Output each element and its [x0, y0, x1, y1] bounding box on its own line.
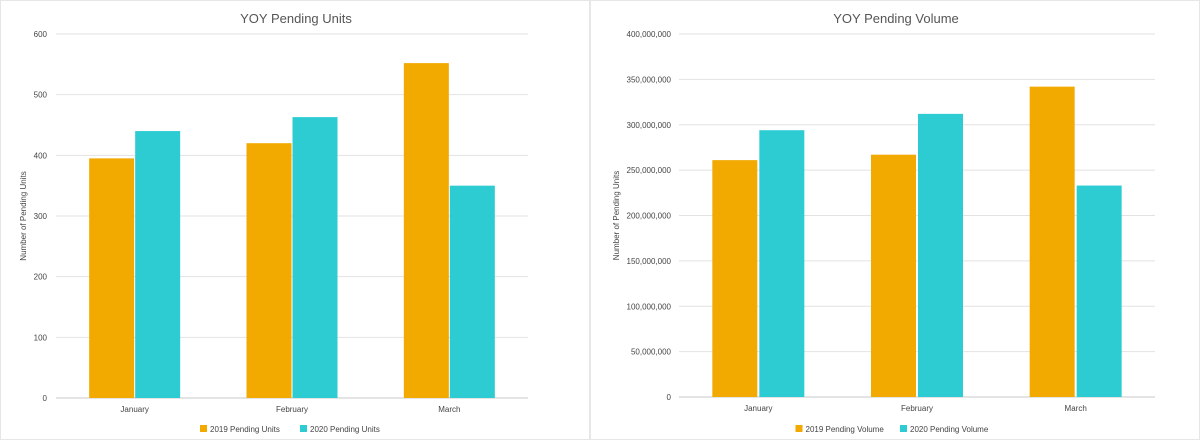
bar-2020-pending-units-february: [292, 117, 338, 398]
x-tick-label: February: [276, 405, 308, 414]
bar-2020-pending-units-march: [449, 185, 495, 398]
bar-2020-pending-units-january: [135, 131, 181, 399]
chart-svg-pending-volume: YOY Pending Volume 0 50,000,000 100,000,000…: [612, 11, 1155, 434]
legend-swatch: [300, 425, 307, 432]
bar-2019-pending-units-march: [403, 63, 449, 399]
bar-2019-pending-volume-february: [871, 154, 916, 397]
y-tick-label: 300,000,000: [627, 121, 672, 130]
y-tick-label: 250,000,000: [627, 166, 672, 175]
legend-label: 2020 Pending Units: [310, 425, 380, 434]
bar-2019-pending-units-february: [246, 143, 292, 398]
y-tick-label: 0: [667, 393, 672, 402]
bar-2020-pending-volume-march: [1076, 185, 1122, 397]
x-tick-label: January: [744, 404, 772, 413]
x-tick-label: March: [1065, 404, 1087, 413]
legend-swatch: [900, 425, 907, 432]
y-axis-label: Number of Pending Units: [19, 171, 28, 260]
x-tick-label: January: [120, 405, 148, 414]
y-tick-label: 300: [34, 212, 48, 221]
bar-2020-pending-volume-january: [759, 130, 805, 397]
legend-swatch: [795, 425, 803, 432]
x-tick-label: February: [901, 404, 933, 413]
y-tick-label: 400: [34, 151, 48, 160]
legend-label: 2019 Pending Volume: [806, 425, 885, 434]
y-tick-label: 100: [34, 333, 48, 342]
y-tick-label: 200,000,000: [627, 212, 672, 221]
chart-panel-pending-volume: YOY Pending Volume 0 50,000,000 100,000,000…: [590, 0, 1200, 440]
chart-svg-pending-units: YOY Pending Units 0 100 200 300 400 500 600 Numb…: [19, 11, 528, 434]
bar-2019-pending-volume-january: [712, 160, 758, 397]
y-tick-label: 600: [34, 30, 48, 39]
y-tick-label: 350,000,000: [627, 75, 672, 84]
legend-label: 2020 Pending Volume: [910, 425, 989, 434]
chart-title: YOY Pending Volume: [833, 11, 959, 26]
x-tick-label: March: [438, 405, 460, 414]
y-tick-label: 200: [34, 273, 48, 282]
chart-panel-pending-units: YOY Pending Units 0 100 200 300 400 500 600 Numb…: [0, 0, 590, 440]
y-tick-label: 500: [34, 91, 48, 100]
y-axis-label: Number of Pending Units: [612, 171, 621, 260]
y-tick-label: 100,000,000: [627, 302, 672, 311]
y-tick-label: 50,000,000: [631, 348, 672, 357]
legend-swatch: [200, 425, 207, 432]
bar-2020-pending-volume-february: [918, 113, 963, 398]
legend-label: 2019 Pending Units: [210, 425, 280, 434]
y-tick-label: 150,000,000: [627, 257, 672, 266]
y-tick-label: 0: [43, 394, 48, 403]
y-tick-label: 400,000,000: [627, 30, 672, 39]
chart-title: YOY Pending Units: [240, 11, 352, 26]
bar-2019-pending-units-january: [89, 158, 135, 398]
bar-2019-pending-volume-march: [1029, 86, 1075, 397]
